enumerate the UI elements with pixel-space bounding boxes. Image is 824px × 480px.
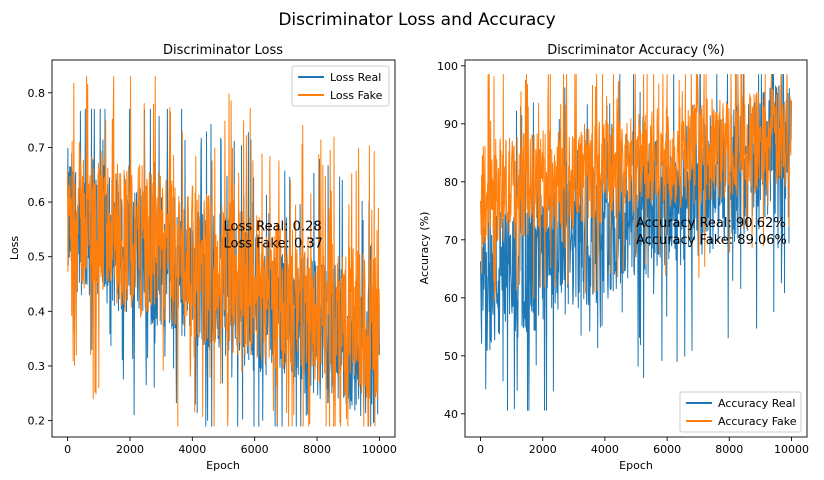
accuracy-y-tick-label: 40 — [444, 408, 458, 421]
accuracy-y-tick-label: 80 — [444, 176, 458, 189]
loss-legend-label-fake: Loss Fake — [330, 89, 383, 102]
loss-x-tick-label: 8000 — [303, 443, 331, 456]
loss-annotation-line-2: Loss Fake: 0.37 — [224, 236, 323, 251]
accuracy-chart-title: Discriminator Accuracy (%) — [547, 43, 725, 58]
accuracy-x-tick-label: 10000 — [774, 443, 809, 456]
figure-title: Discriminator Loss and Accuracy — [278, 10, 555, 30]
loss-legend: Loss Real Loss Fake — [291, 65, 390, 107]
accuracy-x-tick-label: 0 — [477, 443, 484, 456]
loss-y-tick-label: 0.3 — [28, 360, 46, 373]
accuracy-ticks: 0 2000 4000 6000 8000 10000 40 50 60 70 80 90 100 — [437, 60, 809, 456]
loss-y-tick-label: 0.4 — [28, 305, 46, 318]
loss-x-tick-label: 6000 — [241, 443, 269, 456]
loss-y-tick-label: 0.8 — [28, 87, 46, 100]
accuracy-x-axis-label: Epoch — [619, 459, 653, 472]
accuracy-chart: Discriminator Accuracy (%) 0 2000 4000 6000… — [418, 43, 809, 472]
accuracy-x-tick-label: 2000 — [529, 443, 557, 456]
loss-x-tick-label: 0 — [64, 443, 71, 456]
loss-x-tick-label: 10000 — [362, 443, 397, 456]
loss-x-tick-label: 4000 — [178, 443, 206, 456]
accuracy-legend: Accuracy Real Accuracy Fake — [679, 391, 802, 433]
loss-x-axis-label: Epoch — [206, 459, 240, 472]
loss-x-tick-label: 2000 — [116, 443, 144, 456]
accuracy-y-tick-label: 70 — [444, 234, 458, 247]
accuracy-annotation-line-1: Accuracy Real: 90.62% — [636, 216, 786, 231]
loss-ticks: 0 2000 4000 6000 8000 10000 0.2 0.3 0.4 0.5 0.6 0.7… — [28, 87, 397, 456]
accuracy-y-tick-label: 50 — [444, 350, 458, 363]
accuracy-x-tick-label: 4000 — [591, 443, 619, 456]
accuracy-y-tick-label: 100 — [437, 60, 458, 73]
accuracy-series-fake-line — [480, 74, 792, 301]
accuracy-x-tick-label: 6000 — [653, 443, 681, 456]
accuracy-x-tick-label: 8000 — [715, 443, 743, 456]
loss-y-tick-label: 0.5 — [28, 251, 46, 264]
loss-plot-frame — [51, 59, 396, 438]
accuracy-y-tick-label: 90 — [444, 118, 458, 131]
accuracy-legend-label-real: Accuracy Real — [718, 397, 795, 410]
accuracy-annotation-line-2: Accuracy Fake: 89.06% — [636, 233, 787, 248]
accuracy-y-axis-label: Accuracy (%) — [418, 212, 431, 285]
loss-y-tick-label: 0.7 — [28, 141, 46, 154]
accuracy-legend-label-fake: Accuracy Fake — [718, 415, 797, 428]
loss-series-layer — [67, 75, 380, 427]
accuracy-y-tick-label: 60 — [444, 292, 458, 305]
loss-annotation-line-1: Loss Real: 0.28 — [224, 219, 322, 234]
loss-chart-title: Discriminator Loss — [163, 43, 283, 58]
loss-legend-label-real: Loss Real — [330, 71, 381, 84]
loss-chart: Discriminator Loss 0 2000 4000 6000 8000 1000… — [8, 43, 397, 472]
accuracy-plot-frame — [464, 59, 808, 438]
accuracy-series-layer — [480, 74, 792, 411]
loss-y-tick-label: 0.6 — [28, 196, 46, 209]
loss-y-tick-label: 0.2 — [28, 415, 46, 428]
loss-y-axis-label: Loss — [8, 236, 21, 260]
loss-series-fake-line — [67, 75, 380, 427]
